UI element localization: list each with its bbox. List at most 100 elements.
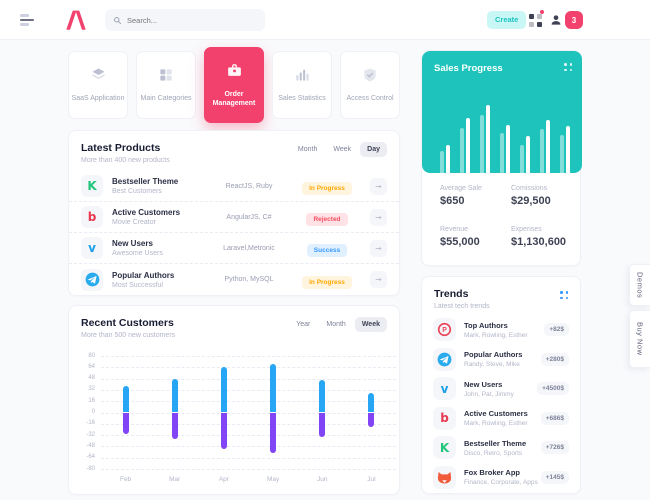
- app-logo[interactable]: [64, 9, 88, 36]
- product-info: Popular Authors Most Successful: [112, 271, 206, 289]
- demos-button[interactable]: Demos: [629, 264, 650, 306]
- nav-card-label: Order Management: [212, 90, 256, 107]
- trend-row[interactable]: b Active Customers Mark, Rowling, Esther +6…: [422, 404, 580, 434]
- product-description: Awesome Users: [112, 250, 163, 257]
- trend-row[interactable]: P Top Authors Mark, Rowling, Esther +82$: [422, 315, 580, 345]
- nav-card-label: SaaS Application: [71, 95, 125, 103]
- search-input[interactable]: [127, 15, 247, 25]
- trend-row[interactable]: v New Users John, Pat, Jimmy +4500$: [422, 374, 580, 404]
- nav-card-access-control[interactable]: Access Control: [340, 51, 400, 119]
- trend-icon-tile: v: [433, 377, 456, 401]
- bootstrap-icon: b: [440, 411, 449, 426]
- nav-card-order-management[interactable]: Order Management: [204, 47, 264, 123]
- row-arrow-button[interactable]: ➞: [370, 208, 387, 226]
- sales-bar-primary: [486, 105, 490, 173]
- nav-card-label: Sales Statistics: [278, 94, 326, 102]
- product-hunt-icon: P: [437, 323, 452, 337]
- product-description: Most Successful: [112, 281, 163, 289]
- status-badge: In Progress: [292, 177, 362, 195]
- nav-card-main-categories[interactable]: Main Categories: [136, 51, 196, 119]
- sales-bar-secondary: [460, 128, 464, 173]
- product-info: New Users Awesome Users: [112, 239, 206, 257]
- recent-customers-subtitle: More than 500 new customers: [81, 332, 176, 339]
- y-axis-tick: 16: [88, 397, 95, 404]
- trend-amount-badge: +280$: [540, 352, 569, 366]
- chart-gridline: [101, 423, 396, 425]
- chart-bar-negative: [319, 412, 326, 438]
- filter-day[interactable]: Day: [360, 142, 387, 157]
- bootstrap-icon: b: [87, 210, 97, 224]
- telegram-icon: [437, 352, 452, 367]
- trend-description: Mark, Rowling, Esther: [464, 420, 528, 428]
- trend-description: Disco, Retro, Sports: [464, 449, 523, 457]
- logo-icon: [66, 10, 86, 30]
- search-bar[interactable]: [105, 9, 265, 31]
- trend-info: Active Customers Mark, Rowling, Esther: [464, 409, 541, 427]
- product-info: Active Customers Movie Creator: [112, 208, 206, 226]
- buy-now-button[interactable]: Buy Now: [629, 310, 650, 368]
- create-button[interactable]: Create: [487, 11, 527, 29]
- sales-bar-secondary: [440, 151, 444, 173]
- widget-menu-icon[interactable]: [564, 63, 572, 71]
- chart-gridline: [101, 446, 396, 448]
- chart-bar-negative: [368, 412, 375, 427]
- x-axis-label: Jul: [367, 476, 376, 483]
- product-row[interactable]: v New Users Awesome Users Laravel,Metronic S…: [69, 233, 399, 264]
- chart-gridline: [101, 389, 396, 391]
- chart-gridline: [101, 457, 396, 459]
- y-axis-tick: 32: [88, 386, 95, 393]
- product-row[interactable]: Popular Authors Most Successful Python, My…: [69, 264, 399, 295]
- x-axis-label: Apr: [218, 476, 229, 483]
- row-arrow-button[interactable]: ➞: [370, 239, 387, 257]
- user-icon[interactable]: [549, 13, 563, 32]
- trend-row[interactable]: Popular Authors Randy, Steve, Mike +280$: [422, 345, 580, 375]
- briefcase-icon: [226, 62, 243, 84]
- trends-menu-icon[interactable]: [560, 291, 568, 299]
- apps-grid-icon[interactable]: [529, 10, 544, 27]
- sales-bar-secondary: [560, 135, 564, 173]
- filter-month[interactable]: Month: [326, 321, 346, 328]
- chart-bar-positive: [122, 385, 129, 413]
- chart-bar-positive: [220, 367, 227, 413]
- status-label: Success: [306, 244, 348, 257]
- stat-comissions: Comissions $29,500: [511, 185, 582, 216]
- svg-text:P: P: [442, 327, 447, 334]
- nav-card-sales-statistics[interactable]: Sales Statistics: [272, 51, 332, 119]
- filter-week[interactable]: Week: [354, 317, 387, 332]
- search-icon: [114, 16, 122, 24]
- product-row[interactable]: b Active Customers Movie Creator AngularJS,…: [69, 202, 399, 233]
- latest-products-subtitle: More than 400 new products: [81, 157, 170, 164]
- nav-card-saas-application[interactable]: SaaS Application: [68, 51, 128, 119]
- trend-row[interactable]: Fox Broker App Finance, Corporate, Apps +1…: [422, 463, 580, 493]
- filter-week[interactable]: Week: [333, 146, 352, 153]
- notification-dot: [540, 10, 544, 14]
- trend-info: New Users John, Pat, Jimmy: [464, 380, 537, 398]
- trend-row[interactable]: K Bestseller Theme Disco, Retro, Sports +72…: [422, 433, 580, 463]
- chart-gridline: [101, 367, 396, 369]
- kickstarter-icon: K: [87, 179, 97, 193]
- chart-bar-positive: [368, 392, 375, 413]
- trend-name: Popular Authors: [464, 350, 523, 360]
- trend-info: Popular Authors Randy, Steve, Mike: [464, 350, 541, 368]
- stat-label: Revenue: [440, 226, 469, 233]
- row-arrow-button[interactable]: ➞: [370, 177, 387, 195]
- notification-count-badge[interactable]: 3: [565, 11, 583, 29]
- trend-name: Bestseller Theme: [464, 438, 527, 448]
- trend-icon-tile: [433, 347, 456, 371]
- trend-amount-badge: +82$: [544, 323, 569, 337]
- filter-month[interactable]: Month: [297, 146, 318, 153]
- chart-bar-negative: [270, 412, 277, 454]
- row-arrow-button[interactable]: ➞: [370, 271, 387, 288]
- chart-bar-positive: [319, 380, 326, 413]
- trend-name: Fox Broker App: [464, 468, 520, 478]
- y-axis-tick: -48: [86, 442, 95, 449]
- filter-year[interactable]: Year: [296, 321, 311, 328]
- product-name: Active Customers: [112, 208, 181, 217]
- telegram-icon: [85, 272, 99, 287]
- fox-icon: [437, 471, 452, 484]
- trend-description: Mark, Rowling, Esther: [464, 331, 528, 339]
- sales-bar-primary: [446, 145, 450, 173]
- product-row[interactable]: K Bestseller Theme Best Customers ReactJS, …: [69, 171, 399, 202]
- product-tech: Python, MySQL: [224, 276, 274, 283]
- sidebar-toggle-icon[interactable]: [20, 14, 34, 26]
